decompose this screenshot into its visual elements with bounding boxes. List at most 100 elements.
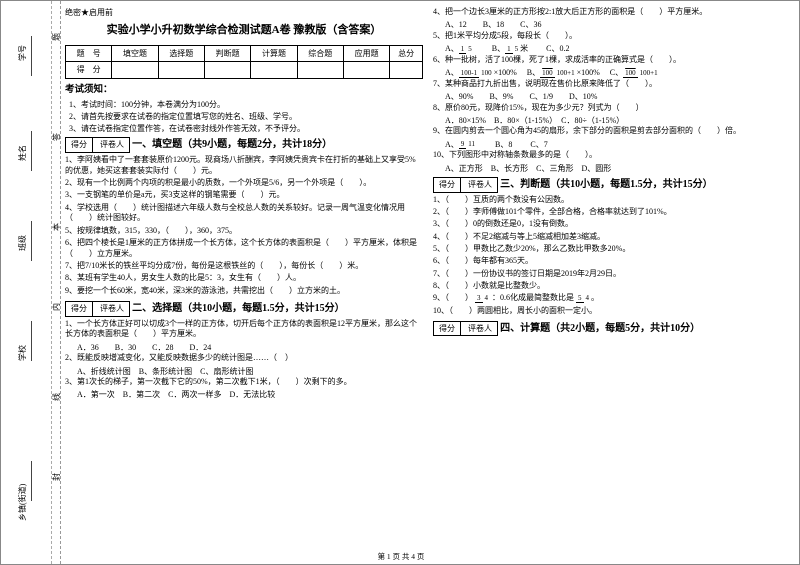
hdr-cell — [390, 62, 423, 79]
frac: 34 — [475, 295, 490, 302]
frac: 100100+1 — [623, 70, 659, 77]
score-label: 得分 — [66, 138, 93, 152]
judge-q5: 5、（ ）甲数比乙数少20%，那么乙数比甲数多20%。 — [433, 244, 791, 255]
judge-q3: 3、（ ）0的倒数还是0，1没有倒数。 — [433, 219, 791, 230]
fill-q7: 7、把7/10米长的铁丝平均分成7份，每份是这根铁丝的（ ），每份长（ ）米。 — [65, 261, 423, 272]
zone-feng: 封 — [51, 473, 62, 481]
hdr-cell: 题 号 — [66, 45, 112, 62]
choice-q1: 1、一个长方体正好可以切成3个一样的正方体，切开后每个正方体的表面积是12平方厘… — [65, 319, 423, 341]
zone-da: 答 — [51, 133, 62, 141]
fill-q6: 6、把四个棱长是1厘米的正方体拼成一个长方体，这个长方体的表面积是（ ）平方厘米… — [65, 238, 423, 260]
score-table: 题 号 填空题 选择题 判断题 计算题 综合题 应用题 总分 得 分 — [65, 45, 423, 79]
choice-q2-opts: A、折线统计图 B、条形统计图 C、扇形统计图 — [65, 366, 423, 378]
exam-page: 学号 姓名 班级 学校 乡镇(街道) 题 答 本 内 线 封 绝密★启用前 实验… — [0, 0, 800, 565]
judge-q9: 9、（ ） 34 ：0.6化成最简整数比是 54。 — [433, 293, 791, 304]
content-area: 绝密★启用前 实验小学小升初数学综合检测试题A卷 豫教版（含答案） 题 号 填空… — [61, 1, 799, 564]
judge-q2: 2、（ ）李师傅做101个零件，全部合格，合格率就达到了101%。 — [433, 207, 791, 218]
hdr-cell — [158, 62, 204, 79]
unit: 米 — [520, 44, 528, 53]
line — [31, 461, 32, 501]
choice-q2: 2、既能反映增减变化，又能反映数据多少的统计图是……（ ） — [65, 353, 423, 364]
zone-ti: 题 — [51, 33, 62, 41]
hdr-cell: 得 分 — [66, 62, 112, 79]
zone-xian: 线 — [51, 393, 62, 401]
choice-q4: 4、把一个边长3厘米的正方形按2:1放大后正方形的面积是（ ）平方厘米。 — [433, 7, 791, 18]
notice-item: 1、考试时间：100分钟，本卷满分为100分。 — [69, 99, 423, 111]
hdr-cell: 选择题 — [158, 45, 204, 62]
exam-title: 实验小学小升初数学综合检测试题A卷 豫教版（含答案） — [65, 23, 423, 39]
hdr-cell — [204, 62, 250, 79]
score-label: 得分 — [434, 178, 461, 192]
left-column: 绝密★启用前 实验小学小升初数学综合检测试题A卷 豫教版（含答案） 题 号 填空… — [65, 7, 423, 548]
hdr-cell — [343, 62, 389, 79]
frac: 911 — [459, 141, 477, 148]
reviewer-label: 评卷人 — [95, 138, 129, 152]
hdr-cell — [251, 62, 297, 79]
hdr-cell: 应用题 — [343, 45, 389, 62]
hdr-cell — [297, 62, 343, 79]
choice-q3-opts: A．第一次 B．第二次 C．两次一样多 D．无法比较 — [65, 389, 423, 401]
hdr-cell — [112, 62, 158, 79]
hdr-cell: 计算题 — [251, 45, 297, 62]
judge-q10: 10、（ ）两圆相比，周长小的面积一定小。 — [433, 306, 791, 317]
reviewer-label: 评卷人 — [463, 322, 497, 336]
zone-nei: 内 — [51, 303, 62, 311]
judge-q4: 4、（ ）不足2缩减与等上5缩减相加差3缩减。 — [433, 232, 791, 243]
fill-q2: 2、现有一个比例两个内项的积是最小的质数，一个外项是5/6，另一个外项是（ ）。 — [65, 178, 423, 189]
judge-q7: 7、（ ）一份协议书的签订日期是2019年2月29日。 — [433, 269, 791, 280]
table-row: 得 分 — [66, 62, 423, 79]
hdr-cell: 综合题 — [297, 45, 343, 62]
fill-q1: 1、李阿姨看中了一套套装原价1200元。现商场八折酬宾，李阿姨凭贵宾卡在打折的基… — [65, 155, 423, 177]
choice-q7-opts: A、90% B、9% C、1/9 D、10% — [433, 91, 791, 103]
label-name: 姓名 — [17, 145, 28, 161]
label-town: 乡镇(街道) — [17, 484, 28, 521]
fill-q4: 4、学校选用（ ）统计图描述六年级人数与全校总人数的关系较好。记录一周气温变化情… — [65, 203, 423, 225]
fill-q8: 8、某班有学生40人，男女生人数的比是5：3，女生有（ ）人。 — [65, 273, 423, 284]
judge-q8: 8、（ ）小数就是比整数少。 — [433, 281, 791, 292]
judge-q6: 6、（ ）每年都有365天。 — [433, 256, 791, 267]
section-1-title: 一、填空题（共9小题，每题2分，共计18分） — [132, 139, 332, 150]
label-xuehao: 学号 — [17, 45, 28, 61]
choice-q5: 5、把1米平均分成5段，每段长（ ）。 — [433, 31, 791, 42]
right-column: 4、把一个边长3厘米的正方形按2:1放大后正方形的面积是（ ）平方厘米。 A、1… — [433, 7, 791, 548]
choice-q10-opts: A、正方形 B、长方形 C、三角形 D、圆形 — [433, 163, 791, 175]
hdr-cell: 总分 — [390, 45, 423, 62]
opt-c: 0.2 — [559, 44, 569, 53]
frac: 15 — [505, 46, 520, 53]
notice-item: 3、请在试卷指定位置作答，在试卷密封线外作答无效，不予评分。 — [69, 123, 423, 135]
choice-q6: 6、种一批树，活了100棵，死了1棵，求成活率的正确算式是（ ）。 — [433, 55, 791, 66]
reviewer-label: 评卷人 — [95, 302, 129, 316]
line — [31, 131, 32, 171]
choice-q9: 9、在圆内剪去一个圆心角为45的扇形，余下部分的面积是剪去部分面积的（ ）倍。 — [433, 126, 791, 137]
score-box: 得分 评卷人 — [65, 137, 130, 153]
choice-q10: 10、下列图形中对称轴条数最多的是（ ）。 — [433, 150, 791, 161]
label-class: 班级 — [17, 235, 28, 251]
choice-q5-opts: A、15 B、15米 C、0.2 — [433, 43, 791, 55]
line — [31, 36, 32, 76]
choice-q8-opts: A．80×15% B．80×（1-15%） C．80÷（1-15%） — [433, 115, 791, 127]
section-2-title: 二、选择题（共10小题，每题1.5分，共计15分） — [132, 303, 345, 314]
reviewer-label: 评卷人 — [463, 178, 497, 192]
score-label: 得分 — [66, 302, 93, 316]
notice-item: 2、请首先按要求在试卷的指定位置填写您的姓名、班级、学号。 — [69, 111, 423, 123]
score-box: 得分 评卷人 — [65, 301, 130, 317]
fill-q5: 5、按规律填数，315，330，（ ），360，375。 — [65, 226, 423, 237]
choice-q4-opts: A、12 B、18 C、36 — [433, 19, 791, 31]
judge-q1: 1、（ ）互质的两个数没有公因数。 — [433, 195, 791, 206]
hdr-cell: 判断题 — [204, 45, 250, 62]
frac: 100-1100 — [459, 70, 494, 77]
opt-c: 7 — [544, 140, 548, 149]
frac: 54 — [576, 295, 591, 302]
zone-ben: 本 — [51, 223, 62, 231]
choice-q8: 8、原价80元，现降价15%，现在为多少元？列式为（ ） — [433, 103, 791, 114]
table-row: 题 号 填空题 选择题 判断题 计算题 综合题 应用题 总分 — [66, 45, 423, 62]
line — [31, 321, 32, 361]
choice-q9-opts: A、911 B、8 C、7 — [433, 139, 791, 151]
choice-q7: 7、某种商品打九折出售，说明现在售价比原来降低了（ ）。 — [433, 79, 791, 90]
page-footer: 第 1 页 共 4 页 — [1, 551, 800, 562]
frac: 15 — [459, 46, 474, 53]
secret-label: 绝密★启用前 — [65, 7, 423, 19]
binding-column: 学号 姓名 班级 学校 乡镇(街道) 题 答 本 内 线 封 — [1, 1, 61, 564]
notice-list: 1、考试时间：100分钟，本卷满分为100分。 2、请首先按要求在试卷的指定位置… — [65, 99, 423, 134]
section-3-title: 三、判断题（共10小题，每题1.5分，共计15分） — [500, 179, 713, 190]
